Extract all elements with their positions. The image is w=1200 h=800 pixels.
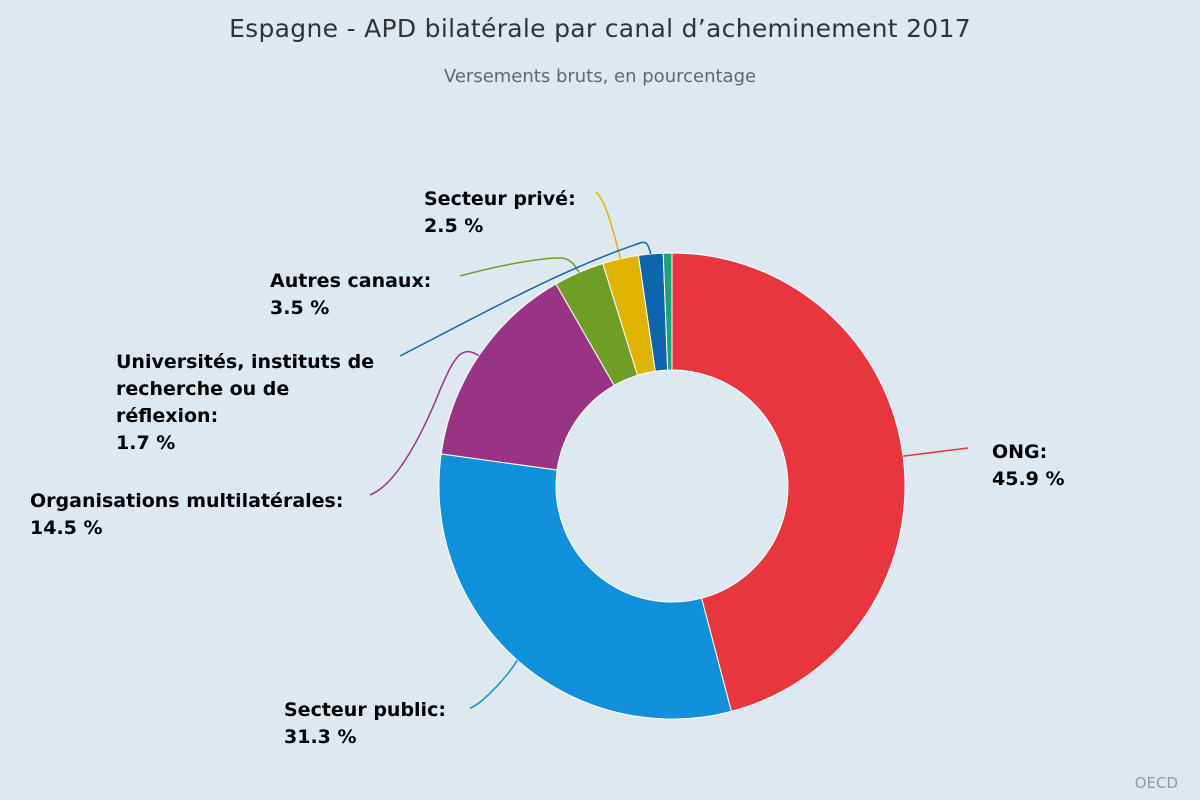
label-connector xyxy=(469,659,519,709)
label-connector xyxy=(902,447,969,457)
data-label-value: 3.5 % xyxy=(270,297,329,319)
data-label: Universités, instituts de recherche ou de… xyxy=(116,351,374,454)
data-label-name: ONG: xyxy=(992,441,1047,463)
donut-slice[interactable] xyxy=(671,252,906,712)
chart-title: Espagne - APD bilatérale par canal d’ach… xyxy=(229,14,971,43)
chart-subtitle: Versements bruts, en pourcentage xyxy=(443,66,757,87)
data-label-name: Universités, instituts de xyxy=(116,351,374,373)
data-label-value: 1.7 % xyxy=(116,432,175,454)
connectors-layer xyxy=(369,191,969,709)
data-label-value: 31.3 % xyxy=(284,726,357,748)
donut-slice[interactable] xyxy=(662,252,673,371)
data-label: Autres canaux: 3.5 % xyxy=(270,270,431,319)
label-connector xyxy=(459,257,580,277)
data-label-value: 45.9 % xyxy=(992,468,1065,490)
data-label-value: 2.5 % xyxy=(424,215,483,237)
donut-slice[interactable] xyxy=(438,453,732,720)
data-label-name: Organisations multilatérales: xyxy=(30,490,343,512)
slices-layer xyxy=(438,252,906,720)
data-label-name: Secteur privé: xyxy=(424,188,576,210)
labels-layer: ONG: 45.9 % Secteur public: 31.3 % Organisat… xyxy=(30,188,1065,748)
data-label-name: Secteur public: xyxy=(284,699,446,721)
data-label: Organisations multilatérales: 14.5 % xyxy=(30,490,343,539)
chart-credit[interactable]: OECD xyxy=(1134,774,1178,792)
label-connector xyxy=(595,191,622,259)
label-connector xyxy=(399,241,652,357)
data-label-name: réflexion: xyxy=(116,405,218,427)
data-label-value: 14.5 % xyxy=(30,517,103,539)
data-label: Secteur public: 31.3 % xyxy=(284,699,446,748)
data-label: ONG: 45.9 % xyxy=(992,441,1065,490)
data-label-name: Autres canaux: xyxy=(270,270,431,292)
data-label: Secteur privé: 2.5 % xyxy=(424,188,576,237)
donut-slice[interactable] xyxy=(440,283,615,471)
label-connector xyxy=(369,350,480,496)
data-label-name: recherche ou de xyxy=(116,378,289,400)
